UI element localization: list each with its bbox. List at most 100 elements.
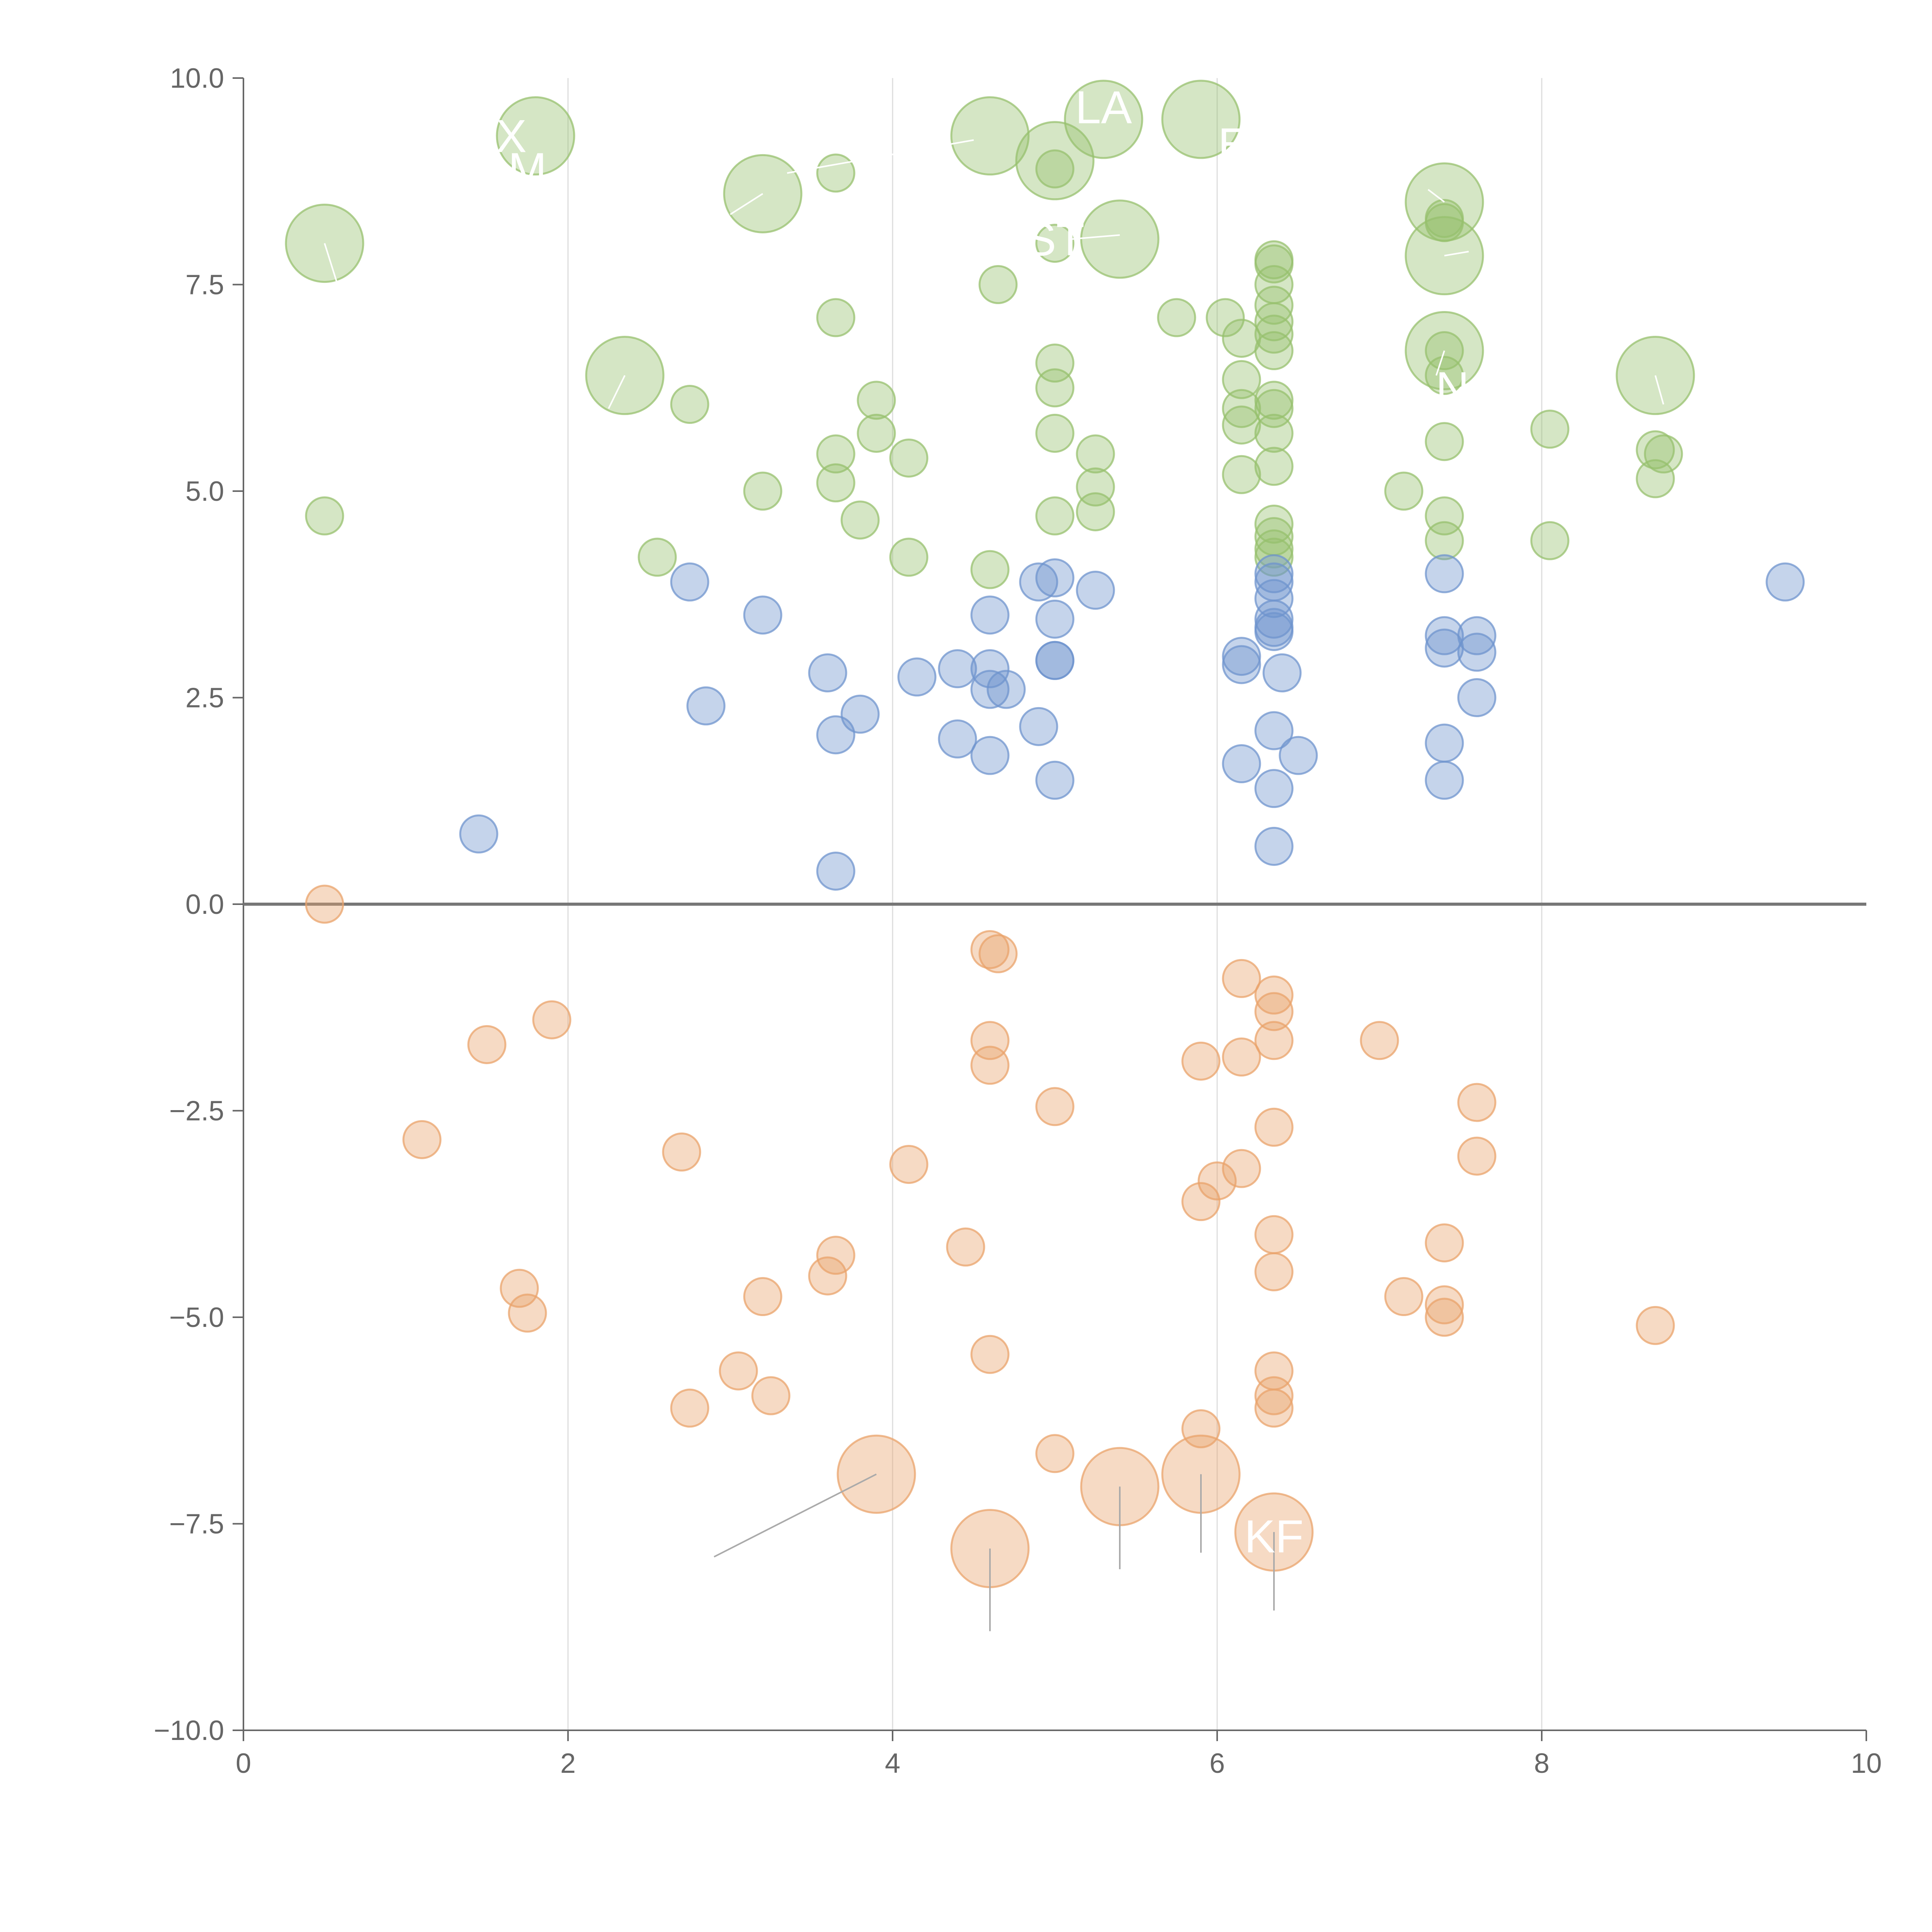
green-data-point (1425, 356, 1464, 395)
point-annotation-label: N (1436, 362, 1469, 414)
green-data-point (816, 434, 855, 474)
green-data-point (1254, 381, 1294, 420)
orange-data-point (1035, 1434, 1075, 1473)
orange-data-point (1254, 1252, 1294, 1291)
orange-data-point (946, 1227, 985, 1267)
green-data-point (1254, 286, 1294, 325)
blue-data-point (743, 595, 782, 635)
orange-data-point (743, 1277, 782, 1316)
orange-data-point (402, 1120, 442, 1159)
green-data-point (1384, 471, 1423, 511)
blue-data-point (1076, 571, 1115, 610)
orange-data-point (670, 1388, 709, 1428)
green-data-point (816, 463, 855, 503)
axis-layer: 0 2 4 6 8 10 10.0 7.5 5.0 2.5 0.0 −2.5 −5.0 −7.5 −10.0 (154, 63, 1882, 1779)
orange-data-point (662, 1132, 701, 1172)
blue-data-point (840, 694, 880, 734)
blue-data-point (1222, 645, 1261, 684)
y-tick-label: 5.0 (185, 476, 224, 507)
blue-data-point (1425, 554, 1464, 594)
orange-data-point (1254, 1376, 1294, 1415)
green-data-point (1015, 121, 1095, 201)
blue-data-point (1425, 723, 1464, 763)
blue-data-point (1254, 769, 1294, 808)
blue-data-point (970, 649, 1010, 689)
green-data-point (1425, 521, 1464, 560)
blue-data-point (1035, 641, 1075, 680)
green-data-point (1530, 410, 1570, 449)
point-annotation-label: LA (1075, 82, 1132, 133)
point-annotation-label: ST (1025, 214, 1084, 265)
blue-data-point (1222, 744, 1261, 784)
y-tick-label: −7.5 (169, 1509, 224, 1540)
green-data-point (1644, 434, 1683, 474)
label-leader-line (730, 193, 764, 215)
green-data-point (1254, 447, 1294, 486)
green-data-point (1064, 80, 1143, 159)
green-data-point (1035, 496, 1075, 536)
orange-data-point (1181, 1182, 1221, 1221)
green-data-point (1254, 244, 1294, 284)
blue-data-point (1222, 637, 1261, 676)
orange-data-point (970, 1046, 1010, 1085)
green-data-point (970, 550, 1010, 589)
orange-data-point (305, 884, 344, 924)
label-leader-line (608, 375, 626, 409)
green-data-point (1035, 368, 1075, 408)
green-data-point (1035, 149, 1075, 189)
green-data-point (1425, 203, 1464, 242)
orange-data-point (1457, 1136, 1497, 1176)
blue-data-point (1262, 653, 1302, 692)
blue-data-point (1425, 616, 1464, 655)
point-annotation-label: KF (1244, 1511, 1303, 1563)
orange-data-point (1181, 1409, 1221, 1449)
orange-data-point (500, 1269, 539, 1308)
leader-layer (324, 139, 1664, 1631)
green-data-point (1076, 492, 1115, 531)
blue-data-point (1425, 760, 1464, 800)
point-annotation-label: M (508, 143, 547, 195)
blue-data-point (1279, 736, 1318, 775)
green-data-point (1035, 224, 1075, 263)
green-data-point (1254, 413, 1294, 453)
green-data-point (1222, 405, 1261, 445)
green-data-point (305, 496, 344, 536)
blue-data-point (1254, 827, 1294, 866)
blue-data-point (808, 653, 847, 692)
orange-data-point (1181, 1041, 1221, 1081)
green-data-point (840, 500, 880, 540)
orange-data-point (1425, 1223, 1464, 1263)
blue-data-point (816, 851, 855, 891)
y-tick-label: 7.5 (185, 270, 224, 301)
point-annotation-label: E (1218, 119, 1249, 170)
green-data-point (1080, 199, 1160, 279)
orange-data-point (1425, 1285, 1464, 1325)
blue-data-point (670, 562, 709, 602)
orange-data-point (1254, 1107, 1294, 1147)
blue-data-point (938, 719, 977, 759)
green-data-point (1425, 422, 1464, 461)
label-leader-line (1071, 234, 1120, 240)
green-data-point (1254, 331, 1294, 371)
orange-data-point (1222, 1037, 1261, 1077)
green-data-point (857, 381, 896, 420)
blue-data-point (1457, 678, 1497, 717)
green-data-point (1157, 298, 1196, 337)
orange-data-point (467, 1025, 507, 1064)
green-data-point (743, 471, 782, 511)
green-data-point (816, 153, 855, 193)
orange-data-point (1384, 1277, 1423, 1316)
green-data-point (1530, 521, 1570, 560)
blue-data-point (1254, 599, 1294, 639)
y-tick-label: 2.5 (185, 683, 224, 714)
orange-data-point (1222, 959, 1261, 998)
x-tick-label: 8 (1534, 1748, 1549, 1779)
orange-data-point (719, 1351, 758, 1391)
orange-data-point (1360, 1021, 1399, 1060)
label-leader-line (1435, 350, 1445, 376)
blue-data-point (938, 649, 977, 689)
blue-data-point (1254, 612, 1294, 651)
orange-data-point (1254, 1388, 1294, 1428)
x-tick-label: 2 (560, 1748, 576, 1779)
